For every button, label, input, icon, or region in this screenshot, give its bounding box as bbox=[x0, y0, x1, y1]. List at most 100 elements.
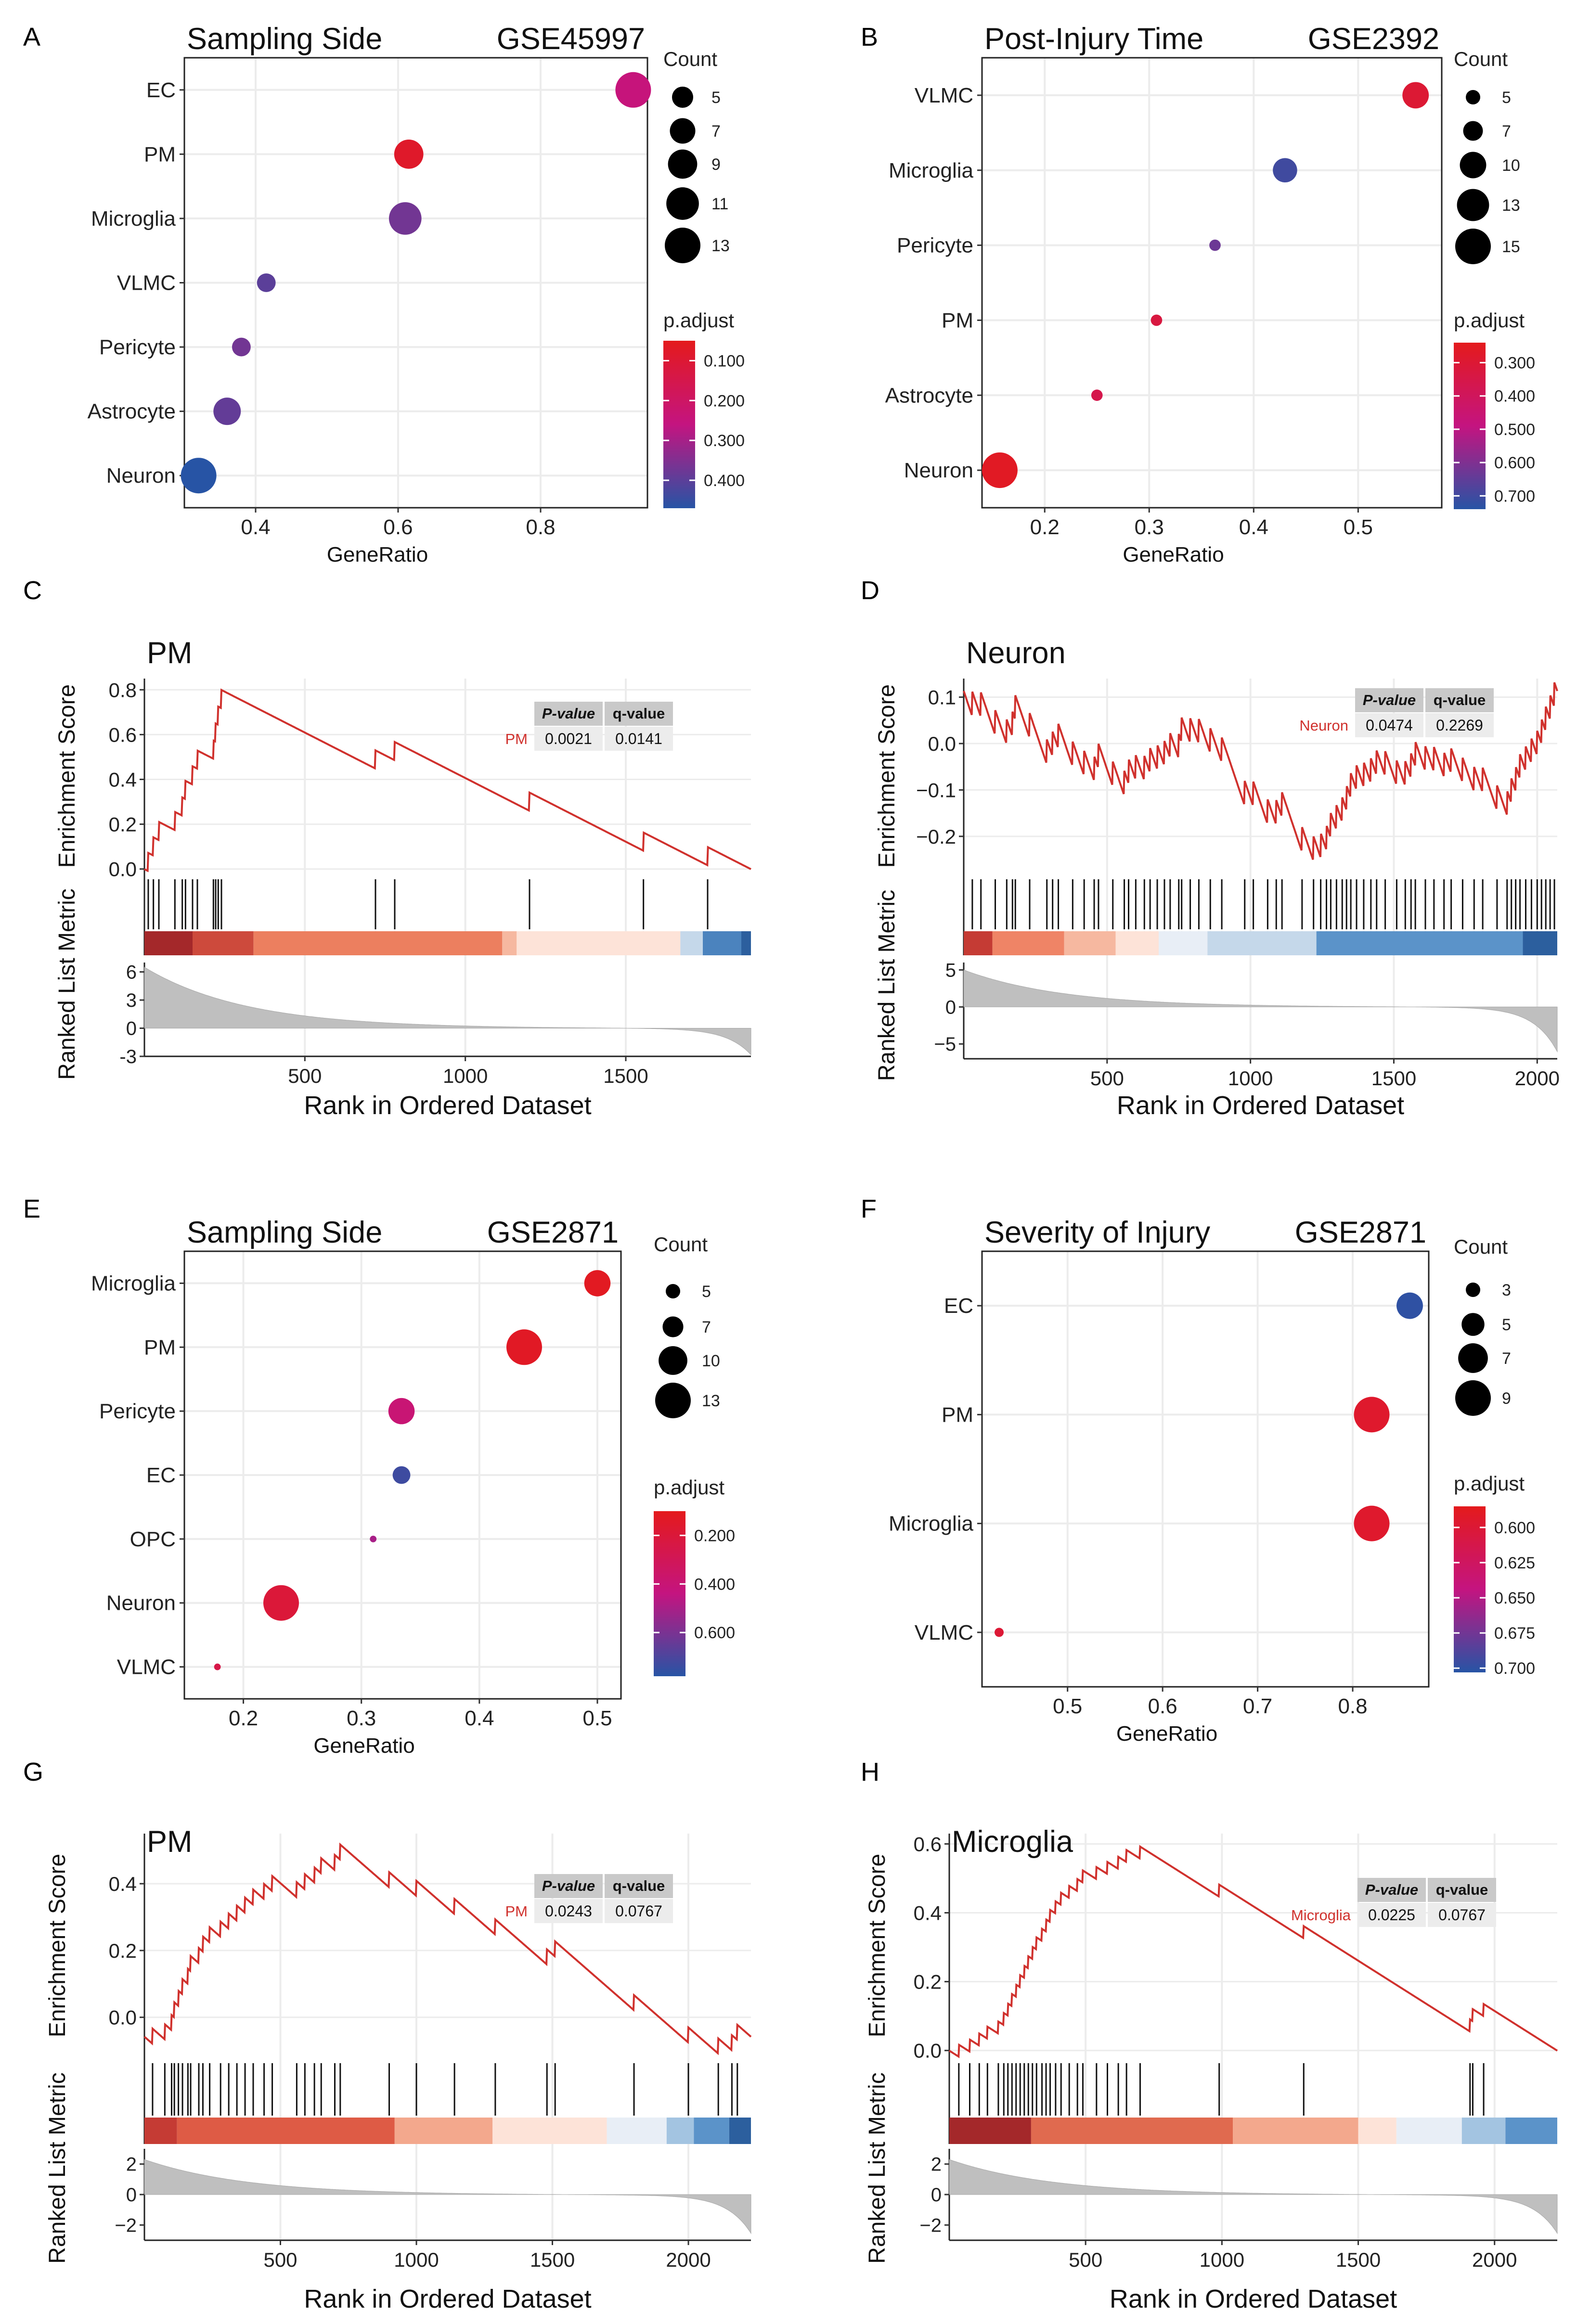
data-point-pm bbox=[1354, 1397, 1390, 1433]
panel-letter-c: C bbox=[23, 576, 42, 605]
rank-color-segment bbox=[502, 931, 517, 955]
data-point-pm bbox=[1150, 314, 1163, 326]
size-legend-dot bbox=[672, 87, 693, 108]
color-legend-title: p.adjust bbox=[663, 309, 734, 332]
rank-color-segment bbox=[607, 2118, 667, 2144]
x-axis-label: GeneRatio bbox=[313, 1734, 414, 1758]
size-legend-label: 3 bbox=[1502, 1281, 1511, 1299]
panel-letter-a: A bbox=[23, 23, 40, 51]
gsea-plot-g: PM 0.0 0.2 0.4 2 0 −2 500 1000 1500 2000 Rank in Or… bbox=[45, 1825, 752, 2313]
table-cell bbox=[1357, 1903, 1426, 1927]
metric-y-tick-label: -3 bbox=[119, 1046, 137, 1067]
table-term: PM bbox=[505, 731, 528, 747]
size-legend-label: 10 bbox=[702, 1352, 720, 1370]
rank-color-segment bbox=[1233, 2118, 1358, 2144]
size-legend-label: 9 bbox=[1502, 1389, 1511, 1408]
chart-title: Post-Injury Time bbox=[984, 22, 1203, 56]
x-tick-label: 0.5 bbox=[582, 1707, 612, 1730]
es-y-tick-label: −0.1 bbox=[916, 779, 956, 801]
table-pvalue: 0.0225 bbox=[1368, 1906, 1415, 1924]
data-point-neuron bbox=[982, 452, 1018, 488]
table-pvalue: 0.0243 bbox=[545, 1902, 592, 1920]
color-legend-label: 0.200 bbox=[694, 1527, 735, 1545]
data-point-opc bbox=[370, 1535, 377, 1542]
y-tick-label: PM bbox=[942, 1403, 973, 1426]
table-header-cell bbox=[534, 1874, 603, 1898]
x-tick-label: 1000 bbox=[1200, 2248, 1244, 2271]
data-point-vlmc bbox=[995, 1628, 1004, 1637]
size-legend-title: Count bbox=[1454, 1235, 1508, 1258]
plot-border bbox=[981, 1250, 1430, 1688]
metric-y-tick-label: −2 bbox=[115, 2215, 137, 2236]
size-legend-label: 7 bbox=[711, 122, 721, 141]
table-pvalue: 0.0474 bbox=[1366, 717, 1413, 734]
rank-color-segment bbox=[1358, 2118, 1396, 2144]
size-legend-dot bbox=[666, 187, 699, 220]
size-legend-dot bbox=[1457, 189, 1489, 221]
table-header-cell bbox=[1355, 688, 1423, 712]
plot-border bbox=[981, 57, 1443, 509]
metric-axis-label: Ranked List Metric bbox=[45, 2072, 70, 2263]
y-tick-label: Pericyte bbox=[897, 234, 973, 257]
es-axis-label: Enrichment Score bbox=[45, 1854, 70, 2038]
es-y-tick-label: 0.4 bbox=[109, 768, 137, 791]
es-y-tick-label: 0.0 bbox=[109, 858, 137, 881]
size-legend-dot bbox=[662, 1316, 684, 1337]
size-legend-label: 13 bbox=[702, 1392, 720, 1410]
data-point-pericyte bbox=[232, 337, 251, 357]
size-legend-label: 5 bbox=[1502, 89, 1511, 107]
metric-axis-label: Ranked List Metric bbox=[865, 2072, 890, 2263]
table-cell bbox=[534, 1899, 603, 1923]
ranked-metric-area bbox=[144, 2159, 751, 2234]
size-legend-label: 5 bbox=[702, 1283, 711, 1301]
rank-color-segment bbox=[694, 2118, 729, 2144]
metric-y-tick-label: 6 bbox=[126, 962, 137, 983]
chart-title: Neuron bbox=[966, 636, 1066, 670]
enrichment-score-line bbox=[948, 1845, 1558, 2058]
data-point-vlmc bbox=[214, 1663, 221, 1670]
data-point-vlmc bbox=[1402, 82, 1429, 109]
enrichment-score-line bbox=[143, 1842, 752, 2055]
x-tick-label: 0.6 bbox=[1148, 1695, 1177, 1718]
rank-color-segment bbox=[193, 931, 254, 955]
data-point-pericyte bbox=[1209, 239, 1221, 251]
metric-y-tick-label: 3 bbox=[126, 990, 137, 1011]
y-tick-label: VLMC bbox=[915, 1621, 973, 1644]
data-point-ec bbox=[392, 1466, 411, 1484]
size-legend-label: 7 bbox=[1502, 122, 1511, 141]
x-tick-label: 500 bbox=[1069, 2248, 1102, 2271]
data-point-ec bbox=[1396, 1292, 1423, 1319]
rank-color-segment bbox=[1461, 2118, 1506, 2144]
x-tick-label: 1000 bbox=[443, 1065, 488, 1087]
x-tick-label: 1000 bbox=[1228, 1067, 1273, 1090]
rank-color-segment bbox=[964, 931, 993, 955]
table-header-cell bbox=[534, 702, 603, 726]
x-axis-label: Rank in Ordered Dataset bbox=[1110, 2285, 1397, 2313]
panel-letter-d: D bbox=[861, 576, 879, 605]
size-legend-label: 5 bbox=[711, 89, 721, 107]
x-tick-label: 500 bbox=[1090, 1067, 1124, 1090]
table-qvalue: 0.2269 bbox=[1436, 717, 1483, 734]
rank-color-segment bbox=[1064, 931, 1116, 955]
color-legend-bar bbox=[654, 1511, 685, 1676]
rank-color-segment bbox=[741, 931, 751, 955]
enrichment-score-line bbox=[963, 682, 1558, 860]
es-axis-label: Enrichment Score bbox=[865, 1854, 890, 2038]
table-header-qvalue: q-value bbox=[613, 1877, 665, 1894]
color-legend-label: 0.400 bbox=[1494, 387, 1535, 406]
data-point-pericyte bbox=[388, 1398, 415, 1425]
size-legend-dot bbox=[1466, 1283, 1480, 1297]
x-tick-label: 2000 bbox=[1515, 1067, 1560, 1090]
es-axis-label: Enrichment Score bbox=[54, 684, 80, 868]
data-point-pm bbox=[394, 139, 424, 169]
x-tick-label: 0.7 bbox=[1243, 1695, 1272, 1718]
x-axis-label: Rank in Ordered Dataset bbox=[1117, 1091, 1404, 1120]
chart-dataset: GSE45997 bbox=[497, 22, 645, 56]
table-term: Neuron bbox=[1299, 717, 1348, 734]
gsea-plot-h: Microglia 0.0 0.2 0.4 0.6 2 0 −2 500 1000 1500 2000… bbox=[865, 1825, 1558, 2313]
x-tick-label: 1500 bbox=[603, 1065, 648, 1087]
es-y-tick-label: 0.2 bbox=[914, 1971, 942, 1993]
es-y-tick-label: 0.6 bbox=[109, 723, 137, 746]
es-y-tick-label: 0.4 bbox=[109, 1873, 137, 1895]
